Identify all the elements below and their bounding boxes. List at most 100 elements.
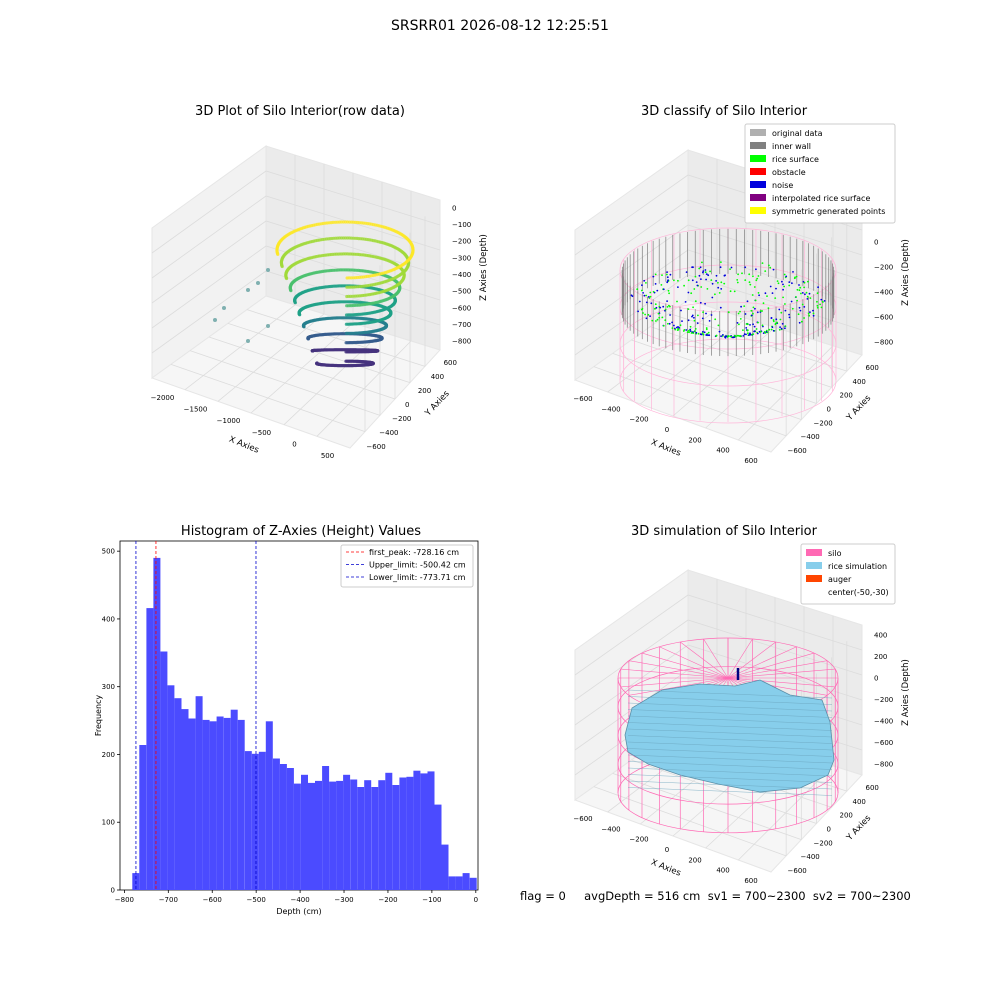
p2-noise-point: [753, 330, 755, 333]
p2-rice-point: [701, 332, 704, 334]
p2-noise-point: [788, 316, 791, 319]
p2-noise-point: [687, 291, 690, 294]
p3-xtick: 0: [474, 896, 478, 904]
p4-rice-mesh: [627, 702, 833, 712]
p2-rice-point: [751, 294, 754, 296]
p2-rice-point: [776, 321, 778, 324]
p2-rice-point: [805, 291, 808, 294]
p3-bar: [244, 751, 252, 890]
p2-rice-point: [657, 312, 660, 315]
p3-legend-label: Lower_limit: -773.71 cm: [369, 573, 466, 582]
p2-rice-point: [723, 282, 726, 285]
p2-rice-point: [761, 262, 764, 264]
p4-legend-label: auger: [828, 575, 852, 584]
p4-rice-mesh: [627, 780, 833, 790]
p2-rice-point: [783, 273, 786, 276]
p2-noise-point: [743, 333, 746, 336]
p2-noise-point: [744, 266, 747, 269]
p2-rice-point: [800, 292, 802, 295]
p2-rice-point: [816, 292, 819, 295]
p2-noise-point: [708, 334, 711, 337]
p4-rice-mesh: [627, 748, 833, 757]
p4-rice-surface: [624, 679, 835, 793]
p2-rice-point: [748, 273, 751, 276]
p2-rice-point: [666, 273, 668, 276]
p4-xtick: 200: [688, 856, 701, 864]
p1-outlier-point: [266, 324, 270, 328]
p2-rice-point: [752, 333, 755, 335]
p2-xtick: −600: [573, 395, 592, 403]
p2-rice-point: [807, 312, 810, 315]
p3-bar: [202, 719, 210, 890]
p3-bar: [371, 787, 379, 890]
p2-noise-point: [702, 270, 705, 272]
p2-rice-point: [761, 324, 764, 327]
p2-noise-point: [744, 313, 747, 315]
p2-noise-point: [659, 306, 662, 309]
p2-noise-point: [700, 333, 703, 336]
p1-xtick: 0: [292, 441, 296, 449]
p2-rice-point: [746, 329, 749, 332]
p2-noise-point: [668, 322, 671, 325]
p1-outlier-point: [246, 339, 250, 343]
p2-rice-point: [752, 312, 754, 315]
p3-ytick: 200: [102, 751, 115, 759]
p3-bar: [308, 782, 315, 890]
p2-legend-label: obstacle: [772, 168, 806, 177]
p2-noise-point: [705, 273, 708, 275]
p4-rice-mesh: [627, 787, 833, 796]
p2-rice-point: [704, 271, 707, 274]
p3-bar: [455, 876, 463, 890]
p2-noise-point: [701, 317, 704, 320]
p2-noise-point: [772, 329, 775, 332]
p2-zlabel: Z Axies (Depth): [901, 239, 911, 306]
p1-data-point: [344, 350, 348, 354]
p2-rice-point: [702, 333, 705, 336]
p3-legend-label: first_peak: -728.16 cm: [369, 548, 459, 557]
p2-noise-point: [754, 307, 756, 310]
p2-noise-point: [696, 284, 699, 287]
p2-rice-point: [741, 272, 743, 275]
p3-ytick: 100: [102, 819, 115, 827]
p2-rice-point: [762, 302, 765, 305]
p2-rice-point: [747, 332, 749, 335]
p2-rice-point: [784, 303, 786, 305]
p2-noise-point: [691, 315, 693, 318]
p4-ytick: −400: [801, 853, 820, 861]
p2-points: [619, 227, 837, 424]
p2-rice-point: [736, 279, 739, 281]
p2-rice-point: [729, 268, 731, 270]
p2-xtick: −400: [601, 405, 620, 413]
p2-ztick: 0: [874, 239, 878, 247]
p2-xtick: 400: [716, 447, 729, 455]
p4-silo-roof-wire: [628, 660, 729, 679]
p4-zlabel: Z Axies (Depth): [901, 659, 911, 726]
p2-rice-point: [692, 306, 694, 309]
p4-silo-roof-wire: [703, 638, 729, 679]
p2-rice-point: [776, 280, 779, 282]
p2-rice-point: [748, 281, 751, 284]
p4-silo-roof-wire: [659, 646, 729, 679]
p2-noise-point: [718, 330, 721, 333]
p3-bar: [195, 696, 203, 890]
p2-rice-point: [668, 304, 670, 307]
p2-rice-point: [667, 289, 670, 292]
p2-rice-point: [736, 281, 739, 284]
p2-rice-point: [690, 292, 693, 295]
p2-rice-point: [774, 322, 777, 325]
p1-data-point: [344, 313, 349, 317]
p4-xtick: −400: [601, 825, 620, 833]
p2-rice-point: [820, 306, 823, 309]
p2-rice-point: [738, 323, 740, 326]
p2-rice-point: [768, 328, 771, 331]
p2-noise-point: [699, 301, 702, 304]
p3-bar: [427, 771, 435, 890]
p2-rice-point: [717, 324, 720, 327]
p1-zlabel: Z Axies (Depth): [479, 234, 489, 301]
p2-noise-point: [730, 266, 733, 269]
p4-rice-mesh: [627, 709, 833, 718]
p2-noise-point: [715, 274, 718, 277]
p2-noise-point: [775, 287, 777, 290]
p2-noise-point: [748, 334, 750, 336]
